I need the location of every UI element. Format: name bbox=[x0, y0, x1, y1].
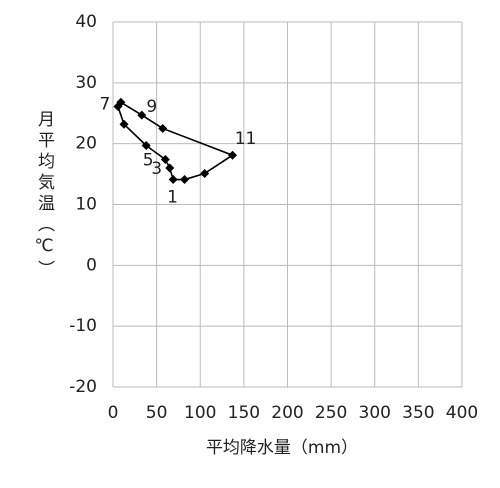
point-label: 7 bbox=[100, 95, 111, 115]
data-point bbox=[200, 168, 210, 178]
y-tick-label: 40 bbox=[75, 12, 97, 32]
data-point bbox=[141, 140, 151, 150]
x-tick-label: 350 bbox=[402, 403, 434, 423]
data-point bbox=[119, 119, 129, 129]
x-tick-label: 50 bbox=[146, 403, 168, 423]
data-point bbox=[116, 97, 126, 107]
point-label: 9 bbox=[146, 97, 157, 117]
x-axis-title: 平均降水量（mm） bbox=[206, 438, 358, 458]
point-label: 3 bbox=[151, 159, 162, 179]
y-tick-label: -10 bbox=[69, 316, 97, 336]
data-point bbox=[137, 110, 147, 120]
data-line bbox=[117, 101, 235, 181]
data-point bbox=[165, 163, 175, 173]
x-tick-label: 300 bbox=[359, 403, 391, 423]
x-tick-label: 400 bbox=[446, 403, 478, 423]
y-tick-label: -20 bbox=[69, 377, 97, 397]
x-tick-label: 250 bbox=[315, 403, 347, 423]
x-tick-label: 200 bbox=[271, 403, 303, 423]
point-label: 11 bbox=[235, 129, 257, 149]
x-tick-label: 0 bbox=[108, 403, 119, 423]
data-point bbox=[160, 154, 170, 164]
x-tick-label: 100 bbox=[184, 403, 216, 423]
data-point bbox=[228, 150, 238, 160]
y-tick-label: 0 bbox=[86, 255, 97, 275]
point-label: 1 bbox=[167, 188, 178, 208]
y-tick-label: 20 bbox=[75, 134, 97, 154]
y-tick-label: 30 bbox=[75, 73, 97, 93]
y-tick-label: 10 bbox=[75, 195, 97, 215]
data-point bbox=[180, 175, 190, 185]
point-label: 5 bbox=[143, 150, 154, 170]
data-point bbox=[168, 175, 178, 185]
data-point bbox=[158, 123, 168, 133]
x-tick-label: 150 bbox=[228, 403, 260, 423]
y-axis-title: 月平均気温（℃） bbox=[34, 110, 55, 281]
